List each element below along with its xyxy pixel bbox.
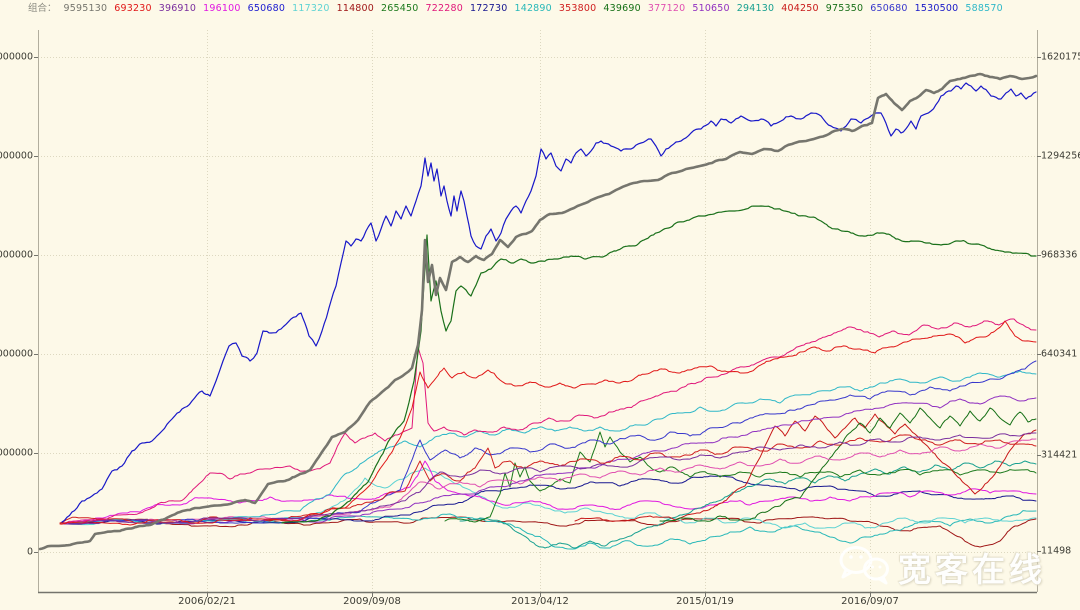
series-value-14: 510650 bbox=[692, 3, 730, 14]
series-line-396910 bbox=[63, 432, 1037, 525]
series-value-12: 439690 bbox=[603, 3, 641, 14]
series-line-510650 bbox=[65, 395, 1037, 525]
xtick-label-2: 2013/04/12 bbox=[511, 596, 569, 607]
series-value-20: 588570 bbox=[965, 3, 1003, 14]
ytick left-label-0: 10000000 bbox=[0, 51, 33, 63]
ytick left-label-1: 8000000 bbox=[0, 150, 33, 162]
xtick-label-0: 2006/02/21 bbox=[178, 596, 236, 607]
series-line-650680b bbox=[65, 360, 1037, 525]
xtick-label-1: 2009/09/08 bbox=[343, 596, 401, 607]
series-value-1: 693230 bbox=[114, 3, 152, 14]
series-value-16: 404250 bbox=[781, 3, 819, 14]
series-line-975350 bbox=[281, 205, 1037, 524]
series-legend: 组合： 9595130 693230 396910 196100 650680 11732… bbox=[28, 3, 1003, 15]
series-line-353800 bbox=[59, 434, 1037, 524]
ytick right-label-4: 314421 bbox=[1041, 449, 1078, 461]
ytick right-label-0: 1620175 bbox=[1041, 51, 1080, 63]
series-value-18: 650680 bbox=[870, 3, 908, 14]
ytick left-label-3: 4000000 bbox=[0, 348, 33, 360]
ytick right-label-5: 11498 bbox=[1041, 545, 1072, 557]
ytick right-label-3: 640341 bbox=[1041, 348, 1078, 360]
ytick right-label-2: 968336 bbox=[1041, 249, 1078, 261]
series-line-172730 bbox=[61, 475, 1037, 525]
ytick left-label-4: 2000000 bbox=[0, 447, 33, 459]
series-line-196100 bbox=[63, 460, 1037, 524]
series-line-404250 bbox=[574, 413, 1037, 522]
series-line-439690 bbox=[659, 407, 1037, 522]
series-line-142890 bbox=[65, 510, 1037, 550]
series-value-7: 265450 bbox=[381, 3, 419, 14]
series-value-9: 172730 bbox=[469, 3, 508, 14]
series-value-2: 396910 bbox=[158, 3, 197, 14]
series-value-15: 294130 bbox=[736, 3, 775, 14]
series-value-6: 114800 bbox=[336, 3, 375, 14]
series-value-11: 353800 bbox=[558, 3, 597, 14]
series-value-17: 975350 bbox=[825, 3, 864, 14]
series-value-19: 1530500 bbox=[914, 3, 959, 14]
series-value-10: 142890 bbox=[514, 3, 552, 14]
series-line-9595130 bbox=[38, 72, 1038, 551]
ytick left-label-2: 6000000 bbox=[0, 249, 33, 261]
series-value-4: 650680 bbox=[247, 3, 286, 14]
ytick right-label-1: 1294256 bbox=[1041, 150, 1080, 162]
series-value-8: 722280 bbox=[425, 3, 463, 14]
xtick-label-4: 2016/09/07 bbox=[841, 596, 899, 607]
legend-label: 组合： bbox=[28, 3, 57, 14]
series-value-13: 377120 bbox=[647, 3, 686, 14]
series-value-3: 196100 bbox=[203, 3, 241, 14]
series-line-1530500 bbox=[61, 82, 1037, 523]
series-line-265450 bbox=[444, 431, 1037, 523]
series-value-0: 9595130 bbox=[63, 3, 108, 14]
series-line-114800 bbox=[59, 516, 1037, 548]
ytick left-label-5: 0 bbox=[26, 546, 33, 558]
series-value-5: 117320 bbox=[292, 3, 330, 14]
series-line-294130 bbox=[459, 460, 1037, 549]
series-line-693230 bbox=[59, 320, 1037, 526]
series-line-722280 bbox=[61, 318, 1037, 525]
xtick-label-3: 2015/01/19 bbox=[676, 596, 734, 607]
series-line-588570 bbox=[69, 370, 1037, 525]
series-line-377120 bbox=[63, 438, 1037, 525]
